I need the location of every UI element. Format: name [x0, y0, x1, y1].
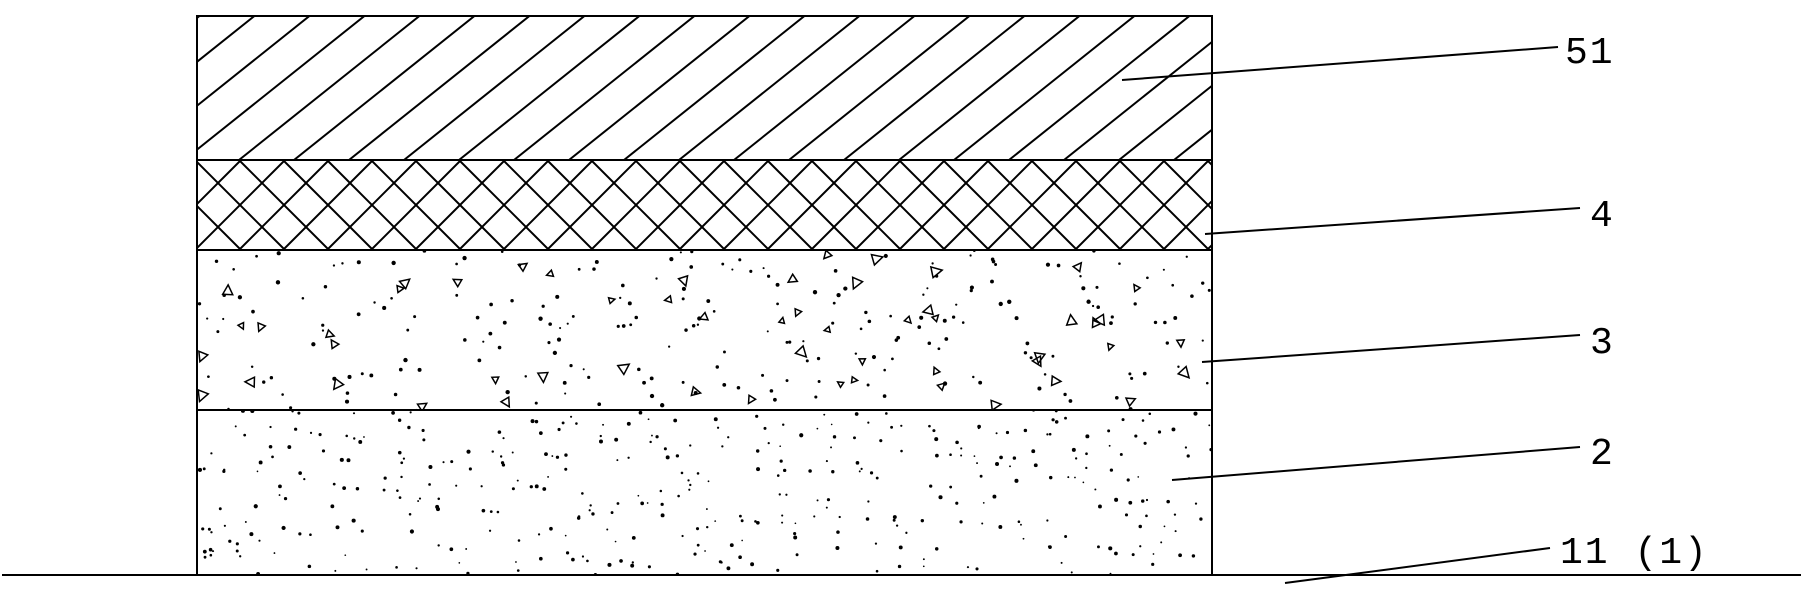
callout-label-51: 51: [1565, 32, 1615, 75]
diagram-container: 51 4 3 2 11 (1): [0, 0, 1803, 596]
callout-label-4: 4: [1590, 195, 1615, 238]
callout-label-3: 3: [1590, 322, 1615, 365]
callout-label-2: 2: [1590, 433, 1615, 476]
callout-label-111: 11 (1): [1560, 532, 1709, 575]
cross-section-svg: [0, 0, 1803, 596]
